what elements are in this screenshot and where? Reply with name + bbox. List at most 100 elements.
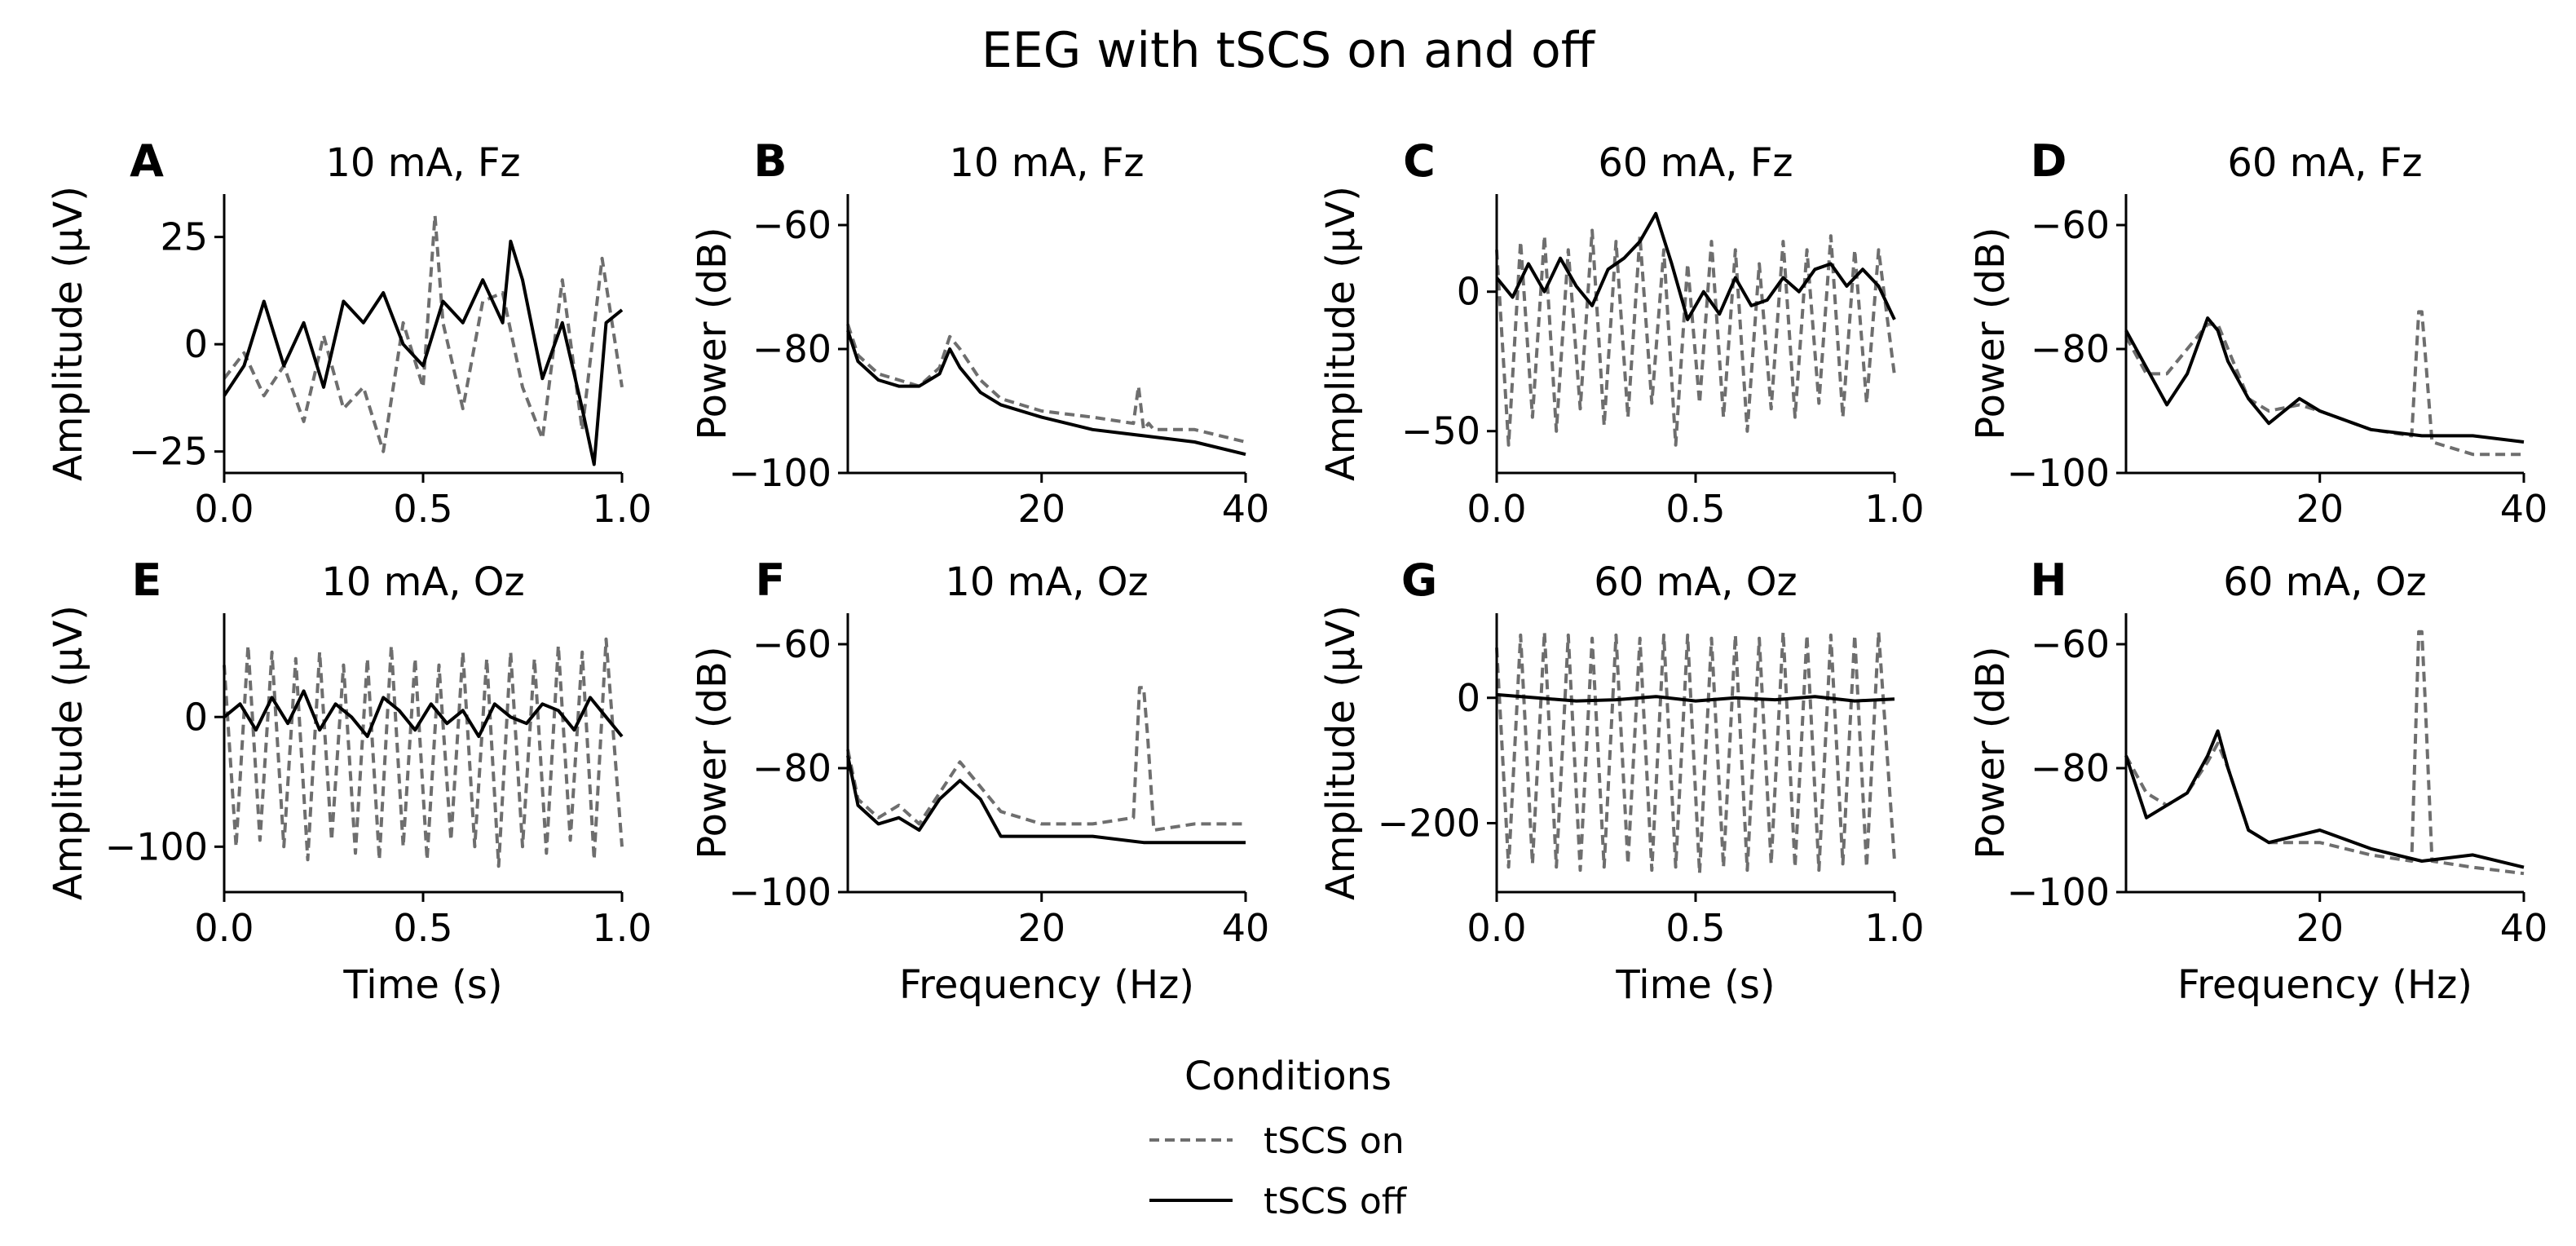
panel-title-h: 60 mA, Oz [2223, 559, 2426, 605]
y-axis-label-g: Amplitude (μV) [1318, 605, 1364, 900]
y-axis-label-e: Amplitude (μV) [46, 605, 91, 900]
panel-h: 20 40 −100 −80 −60 60 mA, Oz H Power (dB) Freque… [1968, 555, 2547, 1008]
x-tick-label-a: 1.0 [592, 487, 651, 531]
legend-label-on: tSCS on [1264, 1120, 1405, 1162]
x-tick-label-f: 20 [1017, 906, 1065, 950]
y-tick-label-c: 0 [1457, 270, 1480, 314]
figure-title: EEG with tSCS on and off [981, 22, 1596, 79]
y-tick-label-h: −60 [2031, 622, 2110, 666]
panels: 0.0 0.5 1.0 −25 0 25 10 mA, Fz A Amplitude (μV) 2… [46, 135, 2547, 1008]
panel-letter-a: A [130, 135, 164, 187]
x-tick-label-g: 1.0 [1864, 906, 1924, 950]
y-tick-label-f: −80 [752, 746, 831, 790]
x-tick-label-b: 40 [1222, 487, 1270, 531]
y-tick-label-d: −80 [2031, 327, 2110, 371]
x-tick-label-c: 0.5 [1665, 487, 1725, 531]
series-on-a [223, 214, 624, 453]
x-tick-label-e: 0.5 [393, 906, 452, 950]
panel-title-b: 10 mA, Fz [949, 140, 1144, 186]
y-tick-label-e: 0 [184, 695, 208, 739]
series-off-f [846, 755, 1246, 845]
y-tick-label-a: 0 [184, 322, 208, 366]
panel-title-g: 60 mA, Oz [1594, 559, 1797, 605]
y-tick-label-h: −100 [2007, 870, 2110, 914]
series-on-d [2124, 310, 2524, 457]
x-tick-label-c: 0.0 [1467, 487, 1526, 531]
x-tick-label-g: 0.5 [1665, 906, 1725, 950]
x-axis-label-h: Frequency (Hz) [2177, 962, 2472, 1008]
panel-letter-g: G [1401, 555, 1437, 606]
panel-letter-e: E [132, 555, 162, 606]
x-tick-label-b: 20 [1017, 487, 1065, 531]
series-on-c [1495, 228, 1896, 447]
panel-letter-b: B [753, 135, 787, 187]
y-tick-label-g: −200 [1378, 801, 1480, 845]
y-axis-label-h: Power (dB) [1968, 646, 2014, 859]
panel-title-a: 10 mA, Fz [325, 140, 520, 186]
y-tick-label-f: −100 [729, 870, 831, 914]
x-tick-label-g: 0.0 [1467, 906, 1526, 950]
panel-letter-f: F [756, 555, 786, 606]
x-tick-label-f: 40 [1222, 906, 1270, 950]
y-tick-label-a: 25 [160, 215, 208, 259]
series-off-a [223, 239, 624, 466]
panel-title-c: 60 mA, Fz [1598, 140, 1793, 186]
panel-a: 0.0 0.5 1.0 −25 0 25 10 mA, Fz A Amplitude (μV) [46, 135, 652, 531]
legend: Conditions tSCS on tSCS off [1149, 1054, 1408, 1222]
y-tick-label-d: −60 [2031, 203, 2110, 247]
y-tick-label-h: −80 [2031, 746, 2110, 790]
series-off-g [1496, 692, 1895, 703]
panel-e: 0.0 0.5 1.0 −100 0 10 mA, Oz E Amplitude (μV) Ti… [46, 555, 652, 1008]
panel-title-f: 10 mA, Oz [945, 559, 1148, 605]
y-tick-label-a: −25 [129, 430, 208, 474]
panel-title-d: 60 mA, Fz [2227, 140, 2422, 186]
panel-g: 0.0 0.5 1.0 −200 0 60 mA, Oz G Amplitude (μV) Ti… [1318, 555, 1925, 1008]
x-tick-label-h: 20 [2296, 906, 2344, 950]
series-off-c [1495, 211, 1896, 321]
y-axis-label-f: Power (dB) [690, 646, 735, 859]
x-tick-label-a: 0.5 [393, 487, 452, 531]
x-tick-label-e: 0.0 [194, 906, 254, 950]
series-off-b [846, 329, 1246, 457]
panel-c: 0.0 0.5 1.0 −50 0 60 mA, Fz C Amplitude (μV) [1318, 135, 1925, 531]
series-off-d [2124, 316, 2525, 444]
y-axis-label-b: Power (dB) [690, 227, 735, 440]
y-axis-label-d: Power (dB) [1968, 227, 2014, 440]
x-tick-label-h: 40 [2500, 906, 2548, 950]
y-axis-label-c: Amplitude (μV) [1318, 186, 1364, 481]
series-on-e [223, 637, 624, 868]
x-tick-label-a: 0.0 [194, 487, 254, 531]
y-tick-label-d: −100 [2007, 451, 2110, 495]
panel-title-e: 10 mA, Oz [321, 559, 524, 605]
series-off-e [223, 689, 624, 739]
y-tick-label-b: −100 [729, 451, 831, 495]
x-tick-label-d: 40 [2500, 487, 2548, 531]
x-axis-label-e: Time (s) [342, 962, 502, 1008]
panel-f: 20 40 −100 −80 −60 10 mA, Oz F Power (dB) Freque… [690, 555, 1269, 1008]
y-tick-label-c: −50 [1401, 409, 1480, 453]
series-on-g [1495, 630, 1896, 875]
panel-letter-d: D [2031, 135, 2067, 187]
x-tick-label-c: 1.0 [1864, 487, 1924, 531]
series-on-f [846, 686, 1246, 832]
y-tick-label-b: −80 [752, 327, 831, 371]
x-axis-label-f: Frequency (Hz) [899, 962, 1194, 1008]
series-off-h [2124, 729, 2525, 869]
x-tick-label-e: 1.0 [592, 906, 651, 950]
y-tick-label-g: 0 [1457, 676, 1480, 720]
panel-letter-h: H [2030, 555, 2067, 606]
x-tick-label-d: 20 [2296, 487, 2344, 531]
y-tick-label-f: −60 [752, 622, 831, 666]
y-tick-label-b: −60 [752, 203, 831, 247]
series-on-b [846, 323, 1246, 444]
panel-letter-c: C [1403, 135, 1436, 187]
x-axis-label-g: Time (s) [1615, 962, 1775, 1008]
legend-title: Conditions [1184, 1054, 1392, 1099]
y-axis-label-a: Amplitude (μV) [46, 186, 91, 481]
panel-b: 20 40 −100 −80 −60 10 mA, Fz B Power (dB) [690, 135, 1269, 531]
legend-label-off: tSCS off [1264, 1181, 1408, 1222]
series-on-h [2124, 630, 2525, 876]
y-tick-label-e: −100 [105, 824, 208, 868]
panel-d: 20 40 −100 −80 −60 60 mA, Fz D Power (dB) [1968, 135, 2547, 531]
